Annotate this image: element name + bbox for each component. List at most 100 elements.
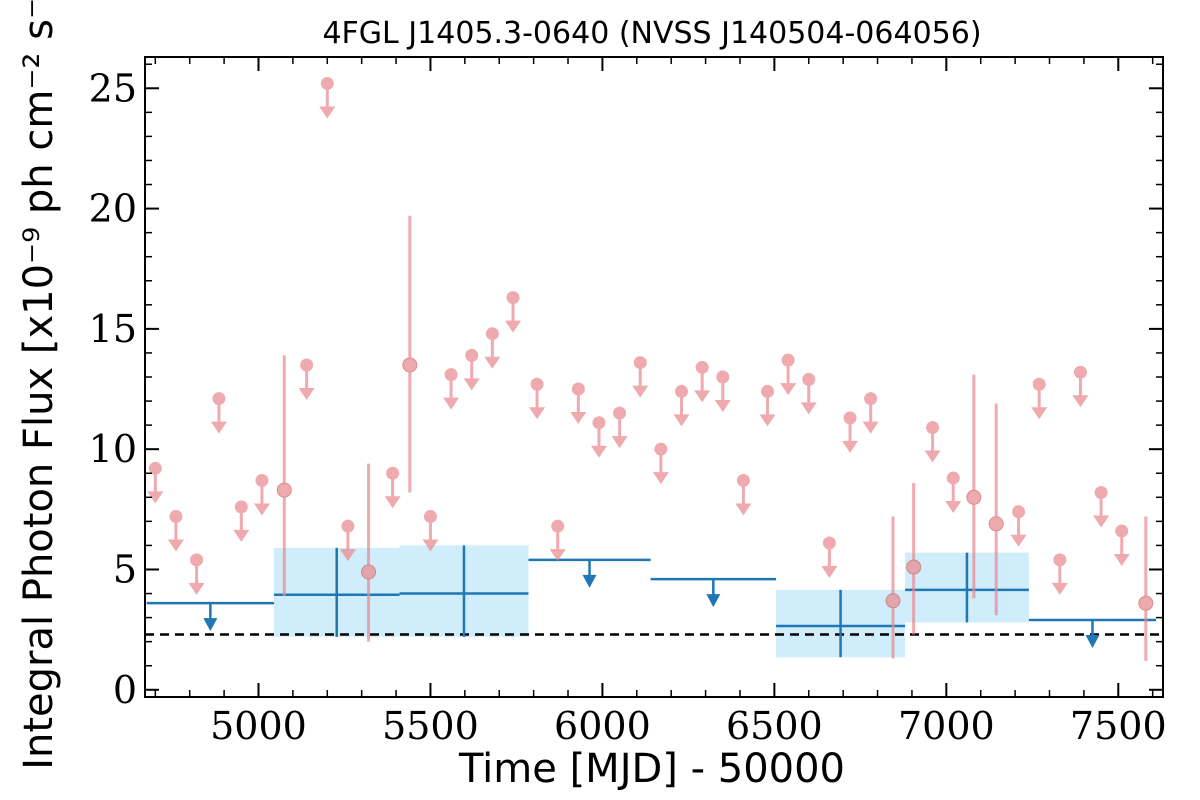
- fine-bin-ul-marker-2: [190, 553, 204, 567]
- fine-bin-ul-arrow-35: [1031, 407, 1048, 420]
- x-tick-label-2: 6000: [554, 704, 651, 748]
- fine-bin-detection-0: [276, 355, 292, 596]
- fine-bin-ul-arrow-16: [549, 549, 566, 562]
- fine-bin-ul-marker-5: [255, 473, 269, 487]
- fine-bin-ul-arrow-0: [147, 491, 164, 504]
- fine-bin-upper-limit-10: [422, 510, 439, 552]
- fine-bin-ul-arrow-12: [463, 378, 480, 391]
- chart-title: 4FGL J1405.3-0640 (NVSS J140504-064056): [322, 16, 981, 51]
- fine-bin-ul-arrow-3: [210, 421, 227, 434]
- fine-bin-upper-limit-26: [759, 384, 776, 427]
- fine-bin-ul-marker-37: [1073, 365, 1087, 379]
- fine-bin-ul-marker-30: [843, 411, 857, 425]
- fine-bin-ul-arrow-5: [253, 503, 270, 516]
- fine-bin-ul-marker-16: [551, 519, 565, 533]
- fine-bin-ul-arrow-2: [188, 582, 205, 595]
- fine-bin-ul-marker-18: [592, 416, 606, 430]
- fine-bin-upper-limit-5: [253, 473, 270, 516]
- fine-bin-ul-marker-4: [234, 500, 248, 514]
- fine-bin-ul-marker-14: [506, 291, 520, 305]
- fine-bin-ul-marker-26: [760, 384, 774, 398]
- fine-bin-ul-arrow-1: [167, 539, 184, 552]
- fine-bin-ul-marker-23: [695, 360, 709, 374]
- fine-bin-upper-limit-35: [1031, 377, 1048, 420]
- fine-bin-upper-limit-15: [529, 377, 546, 420]
- fine-bin-marker-5: [966, 489, 982, 505]
- fine-bin-ul-marker-9: [386, 466, 400, 480]
- fine-bin-upper-limit-3: [210, 392, 227, 434]
- fine-bin-ul-marker-8: [341, 519, 355, 533]
- fine-bin-upper-limit-11: [443, 368, 460, 410]
- coarse-bin-ul-arrow-0: [203, 618, 218, 632]
- fine-bin-upper-limit-24: [714, 370, 731, 412]
- fine-bin-ul-marker-27: [781, 353, 795, 367]
- fine-bin-ul-arrow-26: [759, 414, 776, 427]
- fine-bin-upper-limit-23: [694, 360, 711, 403]
- fine-bin-upper-limit-31: [862, 392, 879, 434]
- x-tick-label-0: 5000: [210, 704, 307, 748]
- fine-bin-ul-arrow-13: [484, 356, 501, 369]
- fine-bin-ul-arrow-36: [1051, 582, 1068, 595]
- fine-bin-ul-marker-10: [423, 510, 437, 524]
- fine-bin-upper-limit-9: [384, 466, 401, 509]
- fine-bin-ul-arrow-27: [780, 383, 797, 396]
- fine-bin-ul-marker-7: [320, 76, 334, 90]
- fine-bin-ul-marker-38: [1094, 485, 1108, 499]
- axis-ticks: 5000 5500 6000 6500 7000 7500 0 5 10 15 20 25: [89, 57, 1167, 748]
- fine-bin-ul-arrow-30: [842, 440, 859, 453]
- fine-bin-ul-arrow-7: [319, 106, 336, 119]
- fine-bin-upper-limit-14: [504, 291, 521, 333]
- fine-bin-ul-marker-25: [736, 473, 750, 487]
- fine-bin-upper-limit-1: [167, 510, 184, 552]
- fine-bin-ul-arrow-11: [443, 397, 460, 410]
- coarse-bin-ul-arrow-1: [582, 574, 597, 588]
- fine-bin-ul-arrow-25: [735, 503, 752, 516]
- fine-bin-ul-arrow-8: [339, 549, 356, 562]
- fine-bin-ul-marker-13: [485, 327, 499, 341]
- fine-bin-upper-limit-18: [590, 416, 607, 458]
- fine-bin-ul-marker-20: [633, 356, 647, 370]
- fine-bin-ul-arrow-39: [1113, 553, 1130, 566]
- fine-bin-ul-arrow-31: [862, 421, 879, 434]
- fine-bin-ul-arrow-9: [384, 496, 401, 509]
- y-axis-label: Integral Photon Flux [x10⁻⁹ ph cm⁻² s⁻¹]: [16, 0, 62, 770]
- fine-bin-upper-limit-8: [339, 519, 356, 562]
- fine-bin-upper-limit-13: [484, 327, 501, 369]
- fine-bin-upper-limit-17: [570, 382, 587, 425]
- fine-bin-ul-arrow-6: [298, 387, 315, 400]
- fine-bin-upper-limit-25: [735, 473, 752, 516]
- fine-bin-upper-limit-39: [1113, 524, 1130, 566]
- fine-bin-upper-limit-33: [945, 471, 962, 514]
- fine-bin-detection-6: [988, 403, 1004, 616]
- fine-bin-ul-marker-39: [1115, 524, 1129, 538]
- fine-bin-marker-3: [885, 593, 901, 609]
- fine-bin-upper-limit-21: [652, 442, 669, 485]
- fine-bin-ul-arrow-14: [504, 320, 521, 333]
- fine-bin-ul-arrow-32: [924, 450, 941, 463]
- fine-bin-marker-6: [988, 516, 1004, 532]
- fine-bin-ul-marker-29: [822, 536, 836, 550]
- fine-bin-ul-marker-17: [571, 382, 585, 396]
- fine-bin-marker-4: [906, 559, 922, 575]
- coarse-bin-ul-arrow-3: [1085, 635, 1100, 649]
- fine-bin-upper-limit-12: [463, 348, 480, 391]
- y-tick-label-3: 15: [89, 307, 137, 351]
- fine-bin-upper-limit-32: [924, 421, 941, 463]
- x-tick-label-4: 7000: [898, 704, 995, 748]
- fine-bin-upper-limit-20: [632, 356, 649, 398]
- fine-bin-ul-marker-19: [613, 406, 627, 420]
- fine-bin-marker-0: [276, 482, 292, 498]
- fine-bin-ul-marker-6: [300, 358, 314, 372]
- fine-bin-ul-arrow-24: [714, 400, 731, 412]
- fine-bin-upper-limit-38: [1093, 485, 1110, 528]
- fine-bin-ul-marker-24: [716, 370, 730, 384]
- fine-bin-ul-marker-21: [654, 442, 668, 456]
- fine-bin-upper-limit-34: [1010, 505, 1027, 547]
- fine-bin-ul-marker-34: [1012, 505, 1026, 519]
- fine-bin-ul-marker-15: [530, 377, 544, 391]
- fine-bin-marker-1: [361, 564, 377, 580]
- fine-bin-upper-limit-16: [549, 519, 566, 562]
- fine-bin-upper-limit-27: [780, 353, 797, 396]
- fine-bin-ul-marker-32: [926, 421, 940, 435]
- fine-bin-ul-arrow-38: [1093, 515, 1110, 528]
